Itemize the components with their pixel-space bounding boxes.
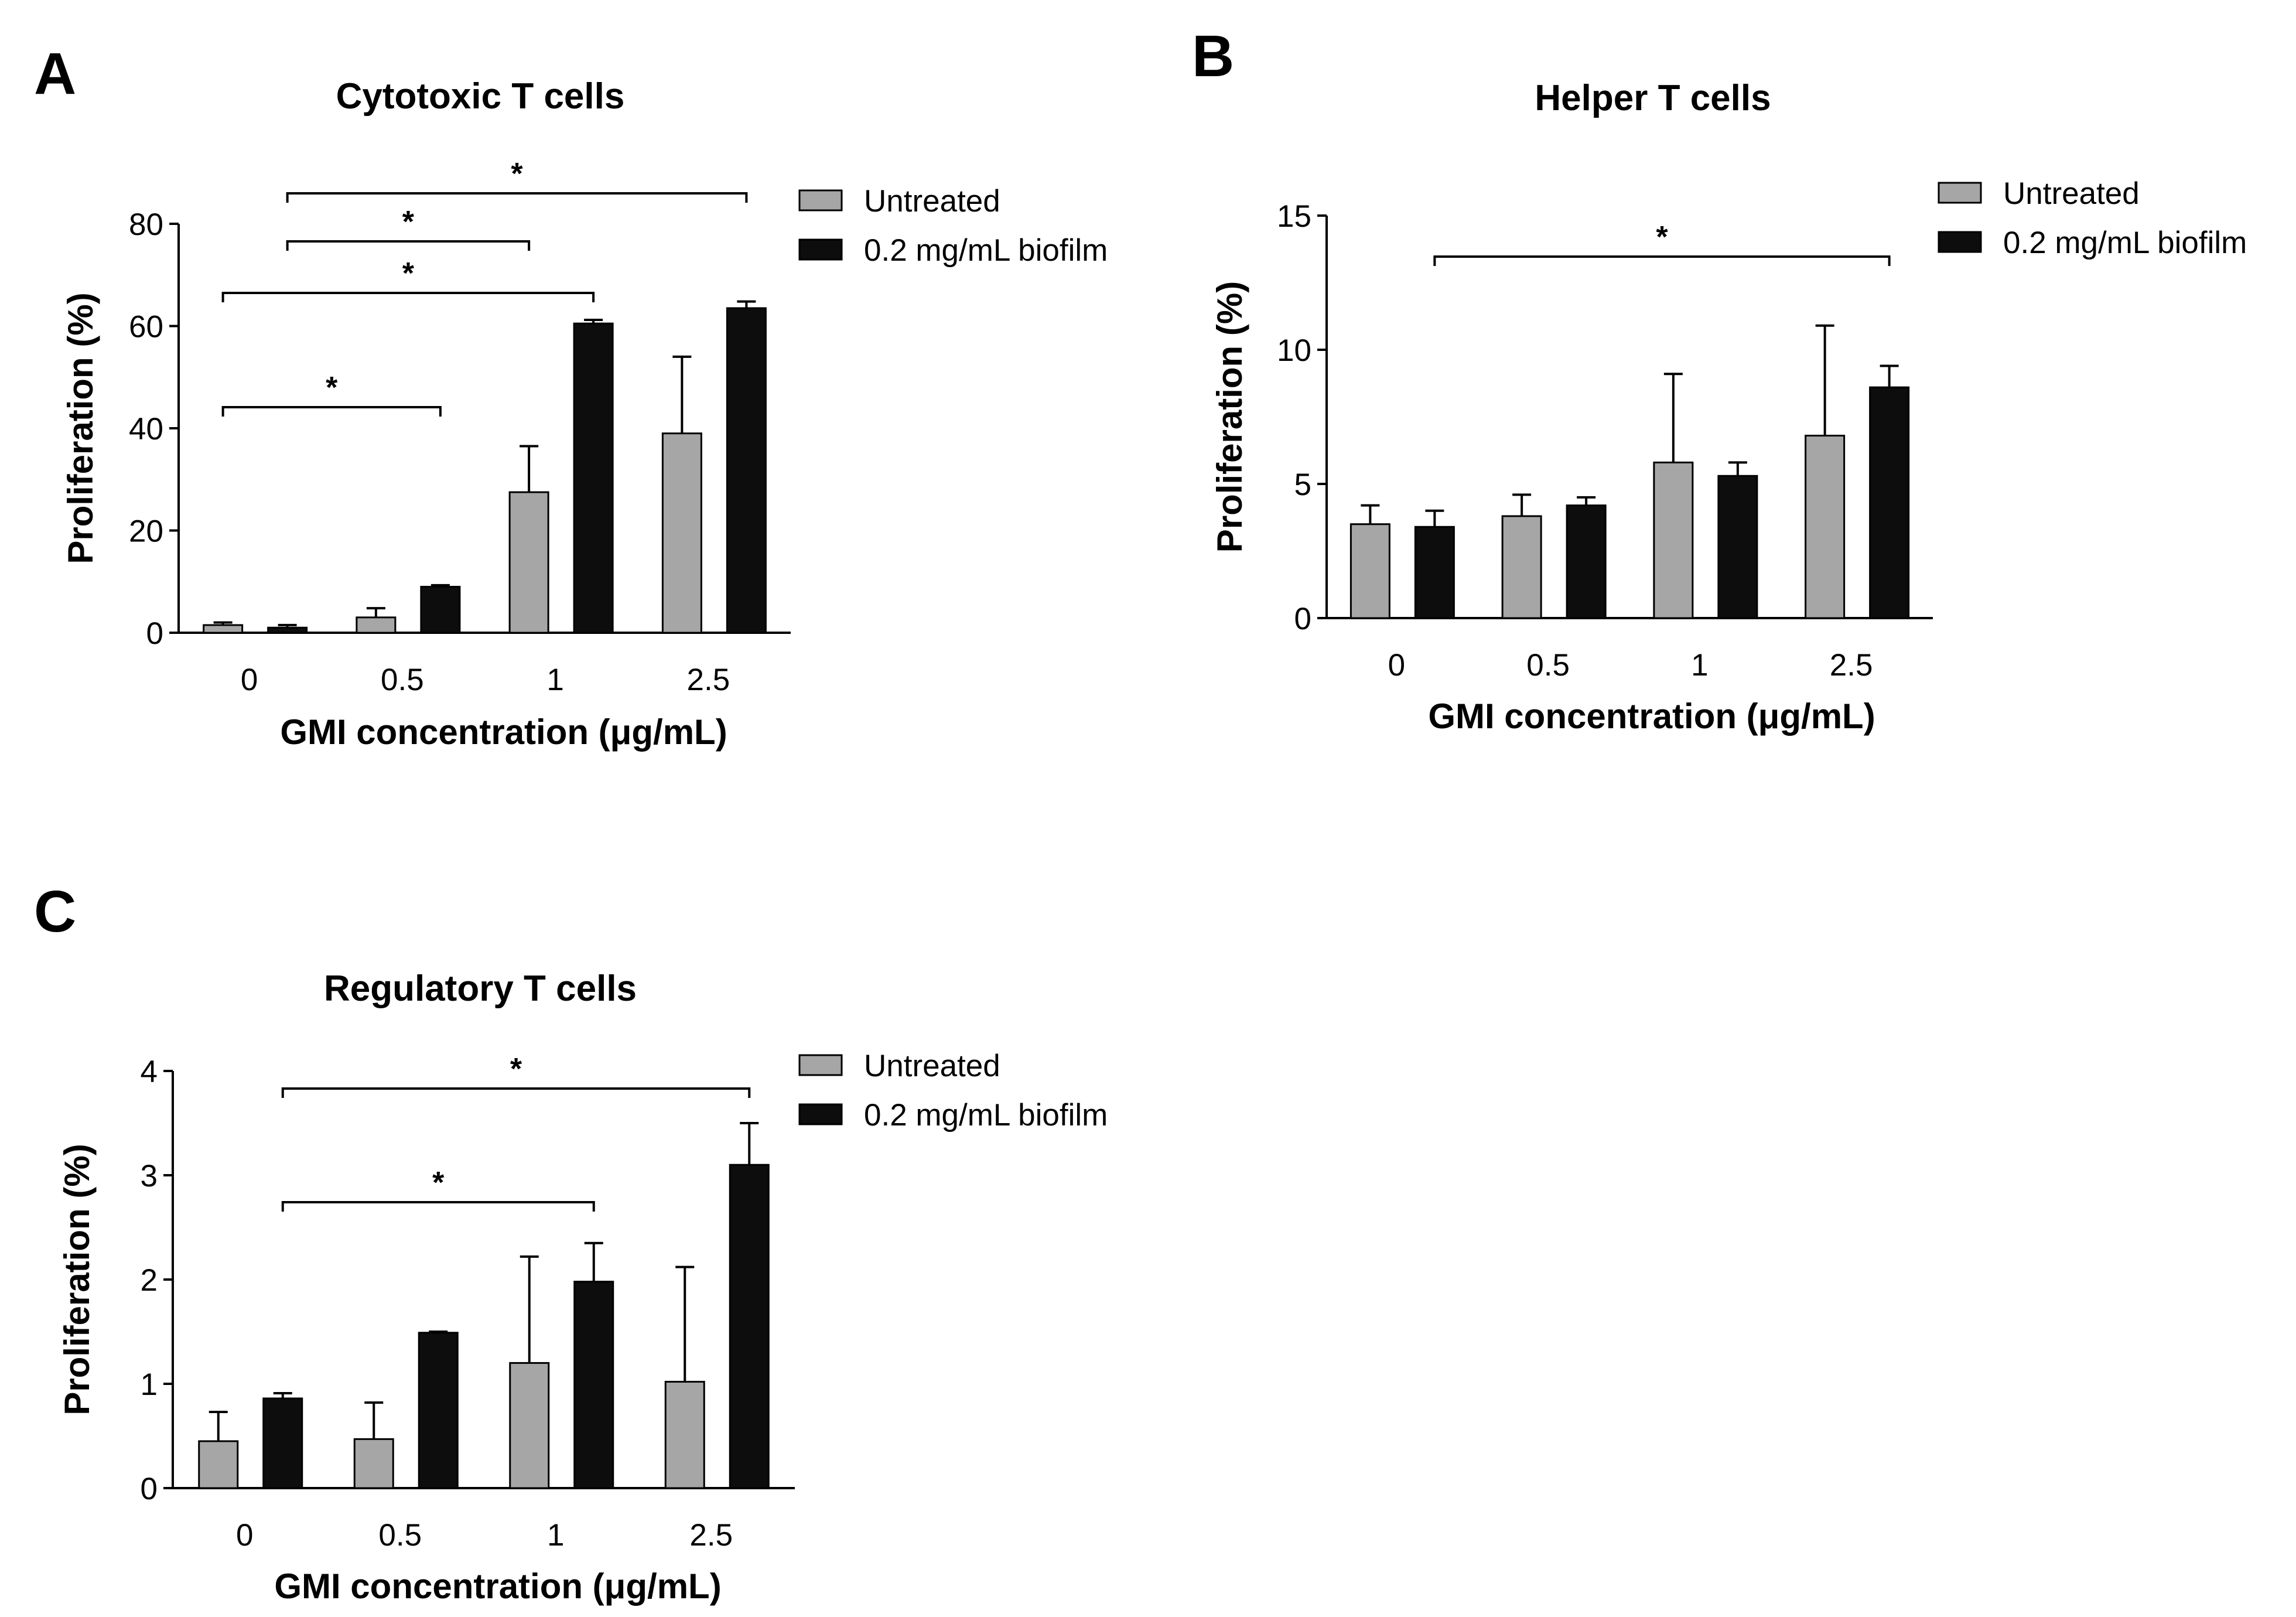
significance-bracket: * xyxy=(286,157,748,203)
bar-biofilm xyxy=(1414,526,1455,619)
x-axis-label: GMI concentration (μg/mL) xyxy=(1428,697,1875,736)
significance-line xyxy=(286,240,531,251)
x-tick-label: 1 xyxy=(1691,648,1708,683)
legend-swatch xyxy=(798,1103,843,1125)
y-axis-label: Proliferation (%) xyxy=(57,1144,97,1415)
significance-star: * xyxy=(510,1052,522,1086)
bar-untreated xyxy=(1501,515,1542,619)
bar-untreated xyxy=(1805,435,1846,619)
bar-biofilm xyxy=(1869,386,1910,619)
chart-title: Cytotoxic T cells xyxy=(336,76,625,117)
bar-biofilm xyxy=(726,307,767,634)
x-tick-label: 1 xyxy=(546,663,563,697)
significance-bracket: * xyxy=(286,205,531,251)
significance-line xyxy=(286,192,748,203)
x-axis-label: GMI concentration (μg/mL) xyxy=(280,712,727,752)
y-tick-label: 0 xyxy=(141,1472,158,1506)
y-tick-label: 0 xyxy=(146,616,163,651)
x-tick-label: 0 xyxy=(236,1518,253,1553)
bar-biofilm xyxy=(573,1281,614,1489)
y-axis-label: Proliferation (%) xyxy=(1210,281,1249,552)
bar-biofilm xyxy=(729,1164,770,1489)
significance-star: * xyxy=(1656,220,1668,254)
panel-letter: B xyxy=(1192,23,1234,89)
significance-line xyxy=(281,1201,595,1212)
y-tick-label: 20 xyxy=(129,514,163,549)
bar-biofilm xyxy=(418,1332,459,1489)
bar-untreated xyxy=(356,616,397,634)
legend-swatch xyxy=(798,238,843,261)
significance-line xyxy=(281,1087,751,1098)
x-axis-label: GMI concentration (μg/mL) xyxy=(274,1567,721,1606)
significance-star: * xyxy=(326,371,338,405)
y-tick-label: 80 xyxy=(129,207,163,242)
x-tick-label: 2.5 xyxy=(689,1518,733,1553)
legend-label: 0.2 mg/mL biofilm xyxy=(2003,226,2247,260)
legend-label: Untreated xyxy=(864,184,1000,219)
x-tick-label: 0.5 xyxy=(1526,648,1570,683)
significance-bracket: * xyxy=(221,371,442,417)
significance-bracket: * xyxy=(221,257,595,302)
legend-label: 0.2 mg/mL biofilm xyxy=(864,1098,1108,1132)
y-tick-label: 1 xyxy=(141,1367,158,1402)
chart-panel-c: C Regulatory T cells 0 1 2 3 4 0 0.5 1 2.5 Prolifer… xyxy=(34,879,1108,1606)
x-tick-label: 0 xyxy=(241,663,258,697)
legend-label: Untreated xyxy=(864,1049,1000,1083)
y-axis-label: Proliferation (%) xyxy=(61,292,100,564)
significance-star: * xyxy=(402,257,415,291)
chart-panel-a: A Cytotoxic T cells 0 20 40 60 80 0 0.5 1 2.5 Proli… xyxy=(34,41,1108,752)
bar-untreated xyxy=(353,1438,394,1489)
legend-swatch xyxy=(798,1054,843,1076)
y-tick-label: 2 xyxy=(141,1263,158,1298)
x-tick-label: 2.5 xyxy=(1830,648,1873,683)
bar-untreated xyxy=(664,1380,705,1489)
y-tick-label: 60 xyxy=(129,310,163,344)
bar-untreated xyxy=(661,432,702,634)
legend-swatch xyxy=(1938,182,1982,204)
x-tick-label: 2.5 xyxy=(687,663,730,697)
bar-biofilm xyxy=(1717,475,1758,619)
chart-title: Regulatory T cells xyxy=(324,968,637,1009)
y-tick-label: 10 xyxy=(1277,333,1311,368)
legend-label: Untreated xyxy=(2003,176,2140,211)
bar-untreated xyxy=(508,491,549,634)
panel-letter: C xyxy=(34,879,76,944)
y-tick-label: 3 xyxy=(141,1159,158,1193)
y-tick-label: 4 xyxy=(141,1055,158,1089)
y-tick-label: 5 xyxy=(1294,468,1311,502)
x-tick-label: 0.5 xyxy=(381,663,424,697)
bar-biofilm xyxy=(1566,504,1607,619)
bar-untreated xyxy=(1653,461,1694,619)
significance-bracket: * xyxy=(281,1166,595,1212)
significance-star: * xyxy=(402,205,415,239)
x-tick-label: 1 xyxy=(547,1518,564,1553)
x-tick-label: 0.5 xyxy=(378,1518,422,1553)
significance-line xyxy=(221,406,442,417)
bar-untreated xyxy=(1349,523,1390,619)
significance-star: * xyxy=(432,1166,445,1200)
y-tick-label: 0 xyxy=(1294,602,1311,636)
y-tick-label: 40 xyxy=(129,412,163,446)
significance-bracket: * xyxy=(281,1052,751,1098)
bar-untreated xyxy=(203,624,244,634)
panel-letter: A xyxy=(34,41,76,107)
bar-untreated xyxy=(509,1362,550,1489)
chart-title: Helper T cells xyxy=(1535,78,1771,118)
legend-swatch xyxy=(1938,231,1982,253)
significance-line xyxy=(221,292,595,302)
bar-biofilm xyxy=(262,1397,303,1489)
significance-bracket: * xyxy=(1433,220,1891,266)
y-tick-label: 15 xyxy=(1277,199,1311,234)
significance-line xyxy=(1433,255,1891,266)
bar-untreated xyxy=(198,1440,239,1489)
significance-star: * xyxy=(511,157,523,191)
legend-swatch xyxy=(798,189,843,211)
bar-biofilm xyxy=(573,322,614,634)
bar-biofilm xyxy=(420,585,461,634)
x-tick-label: 0 xyxy=(1388,648,1405,683)
legend-label: 0.2 mg/mL biofilm xyxy=(864,233,1108,268)
bar-biofilm xyxy=(267,626,308,634)
chart-panel-b: B Helper T cells 0 5 10 15 0 0.5 1 2.5 Proliferati… xyxy=(1192,23,2247,736)
